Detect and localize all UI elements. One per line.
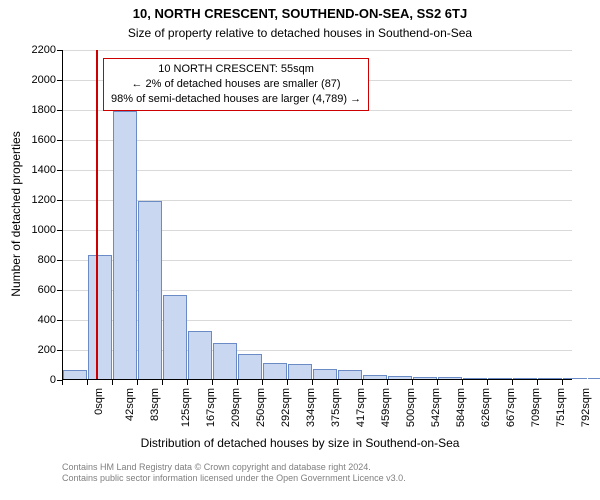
x-tick-label: 83sqm: [149, 388, 161, 421]
histogram-bar: [488, 378, 512, 379]
x-tick-label: 0sqm: [93, 388, 105, 415]
x-tick-label: 584sqm: [455, 388, 467, 427]
histogram-bar: [213, 343, 237, 379]
histogram-bar: [238, 354, 262, 380]
x-tick-label: 709sqm: [530, 388, 542, 427]
histogram-bar: [438, 377, 462, 379]
x-axis-label: Distribution of detached houses by size …: [0, 436, 600, 450]
x-tick-label: 167sqm: [205, 388, 217, 427]
histogram-bar: [113, 111, 137, 380]
y-axis-label: Number of detached properties: [9, 49, 23, 379]
plot-area: 10 NORTH CRESCENT: 55sqm← 2% of detached…: [62, 50, 572, 380]
histogram-bar: [288, 364, 312, 379]
histogram-bar: [388, 376, 412, 379]
histogram-bar: [513, 378, 537, 379]
x-tick-label: 751sqm: [555, 388, 567, 427]
footer-line-1: Contains HM Land Registry data © Crown c…: [62, 462, 406, 473]
x-tick-label: 542sqm: [430, 388, 442, 427]
histogram-bar: [588, 378, 600, 379]
x-tick-label: 292sqm: [280, 388, 292, 427]
x-tick-label: 459sqm: [380, 388, 392, 427]
histogram-bar: [63, 370, 87, 379]
histogram-bar: [313, 369, 337, 380]
footer-line-2: Contains public sector information licen…: [62, 473, 406, 484]
histogram-bar: [138, 201, 162, 380]
x-tick-label: 334sqm: [305, 388, 317, 427]
x-tick-label: 667sqm: [505, 388, 517, 427]
histogram-bar: [88, 255, 112, 380]
histogram-bar: [463, 378, 487, 380]
histogram-bar: [163, 295, 187, 379]
histogram-bar: [188, 331, 212, 379]
chart-title-address: 10, NORTH CRESCENT, SOUTHEND-ON-SEA, SS2…: [0, 6, 600, 21]
histogram-bar: [563, 378, 587, 379]
annotation-box: 10 NORTH CRESCENT: 55sqm← 2% of detached…: [103, 58, 369, 111]
x-tick-label: 626sqm: [480, 388, 492, 427]
histogram-bar: [338, 370, 362, 379]
x-tick-label: 250sqm: [255, 388, 267, 427]
x-tick-label: 209sqm: [230, 388, 242, 427]
histogram-bar: [263, 363, 287, 380]
annotation-line: 98% of semi-detached houses are larger (…: [111, 92, 361, 107]
x-tick-label: 500sqm: [405, 388, 417, 427]
histogram-bar: [413, 377, 437, 379]
attribution-footer: Contains HM Land Registry data © Crown c…: [62, 462, 406, 485]
histogram-bar: [363, 375, 387, 380]
x-tick-label: 375sqm: [330, 388, 342, 427]
x-tick-label: 792sqm: [580, 388, 592, 427]
annotation-line: ← 2% of detached houses are smaller (87): [111, 77, 361, 92]
chart-subtitle: Size of property relative to detached ho…: [0, 26, 600, 40]
x-tick-label: 42sqm: [124, 388, 136, 421]
x-tick-label: 417sqm: [355, 388, 367, 427]
property-marker-line: [96, 50, 98, 379]
x-tick-label: 125sqm: [180, 388, 192, 427]
histogram-bar: [538, 378, 562, 379]
annotation-line: 10 NORTH CRESCENT: 55sqm: [111, 62, 361, 77]
